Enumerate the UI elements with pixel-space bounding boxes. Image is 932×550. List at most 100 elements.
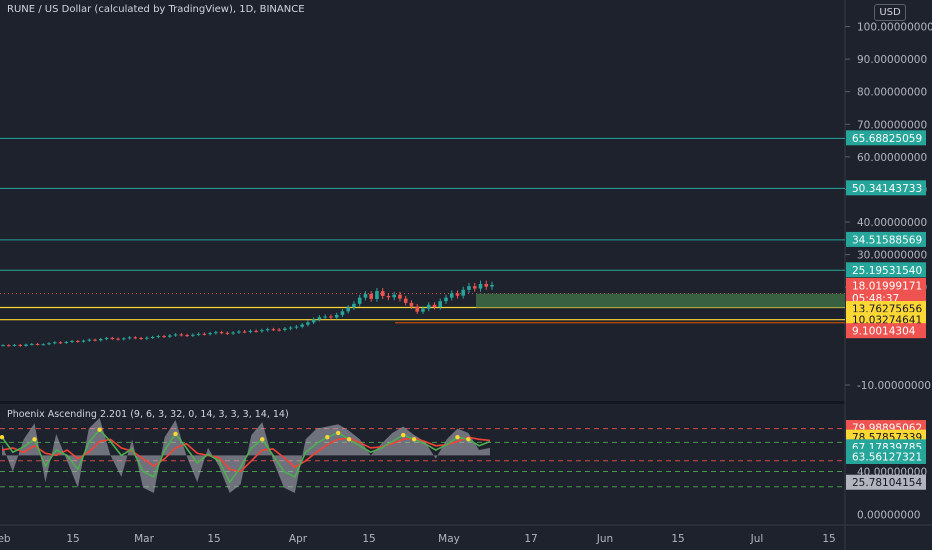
candle-body [398, 294, 402, 299]
candle-body [386, 296, 391, 298]
candle-body [231, 332, 235, 334]
candle-body [47, 343, 51, 345]
candle-body [277, 329, 281, 331]
candle-body [87, 339, 92, 341]
signal-dot [411, 437, 417, 442]
signal-dot [466, 437, 471, 442]
candle-body [70, 340, 74, 342]
price-label: 18.01999171 [852, 280, 922, 292]
price-label-bg [846, 130, 926, 146]
candle-body [409, 302, 414, 307]
candle-body [81, 340, 86, 342]
candle-body [219, 332, 224, 334]
candle-body [392, 294, 396, 298]
candle-body [191, 334, 195, 336]
candle-body [208, 333, 212, 335]
time-axis: eb 15 Mar 15 Apr 15 May 17 Jun 15 Jul 15 [0, 533, 836, 545]
y-tick-label: 60.00000000 [857, 152, 927, 164]
x-tick-label: eb [0, 533, 11, 545]
candle-body [58, 342, 63, 344]
x-tick-label: Apr [289, 533, 308, 545]
signal-dot [325, 434, 330, 440]
candle-body [265, 329, 270, 331]
candle-body [317, 317, 322, 320]
candle-body [156, 336, 161, 338]
x-tick-label: Mar [134, 533, 154, 545]
green-zone-box [476, 293, 845, 308]
x-tick-label: 15 [822, 533, 835, 545]
candle-body [122, 338, 126, 340]
candle-body [271, 329, 276, 331]
candle-body [104, 338, 109, 340]
signal-dot [401, 432, 406, 438]
candle-body [455, 293, 460, 296]
candle-body [369, 294, 373, 299]
candle-body [260, 330, 264, 332]
y-tick-label: 90.00000000 [857, 54, 927, 66]
candle-body [185, 335, 189, 337]
indicator-y-tick: 0.00000000 [857, 509, 920, 521]
candle-body [24, 344, 28, 346]
candle-body [196, 333, 201, 335]
indicator-title[interactable]: Phoenix Ascending 2.201 (9, 6, 3, 32, 0,… [7, 409, 289, 420]
candle-body [110, 338, 115, 340]
candle-body [6, 345, 11, 347]
price-label-bg [846, 277, 926, 293]
candle-body [478, 283, 483, 289]
candle-body [352, 303, 356, 308]
candle-body [375, 291, 379, 299]
candle-body [12, 344, 17, 346]
candle-body [116, 338, 120, 340]
candle-body [334, 314, 339, 318]
currency-badge[interactable]: USD [874, 4, 906, 21]
candle-body [444, 297, 448, 302]
candle-body [467, 286, 471, 290]
candle-body [357, 297, 362, 304]
candle-body [421, 308, 425, 312]
candle-body [99, 339, 103, 341]
candle-body [461, 289, 466, 296]
green-series-line [1, 428, 491, 484]
signal-dot [32, 437, 37, 442]
y-tick-label: 80.00000000 [857, 87, 927, 99]
candle-body [162, 336, 166, 338]
candle-body [449, 293, 454, 298]
candle-body [173, 334, 178, 336]
candle-body [380, 291, 385, 297]
candle-body [237, 331, 241, 333]
candle-body [403, 298, 408, 303]
candle-body [168, 335, 172, 337]
candle-body [288, 327, 293, 329]
signal-dot [455, 434, 460, 440]
symbol-title: RUNE / US Dollar (calculated by TradingV… [7, 4, 305, 15]
x-tick-label: 17 [524, 533, 537, 545]
signal-dot [173, 431, 178, 437]
price-label-bg [846, 262, 926, 278]
price-label-bg [846, 231, 926, 247]
candle-body [29, 343, 34, 345]
y-tick-label: 40.00000000 [857, 217, 927, 229]
price-axis: 100.00000000 90.00000000 80.00000000 70.000… [845, 22, 932, 521]
candle-body [202, 333, 207, 335]
x-tick-label: 15 [671, 533, 684, 545]
candle-body [438, 301, 443, 308]
candle-body [1, 345, 5, 347]
candle-body [179, 334, 184, 336]
candle-body [41, 344, 46, 346]
candle-body [490, 284, 494, 287]
candle-body [75, 340, 80, 342]
candle-body [225, 332, 230, 334]
signal-dot [346, 437, 352, 442]
candle-body [127, 337, 132, 339]
indicator-label: 63.56127321 [852, 451, 922, 463]
signal-dot [0, 434, 5, 440]
candle-body [248, 330, 253, 332]
indicator-label-bg [846, 474, 926, 490]
candle-body [64, 341, 69, 343]
y-tick-label: 30.00000000 [857, 250, 927, 262]
candle-body [150, 337, 155, 339]
x-tick-label: Jul [750, 533, 764, 545]
candle-body [472, 286, 477, 289]
x-tick-label: 15 [207, 533, 220, 545]
